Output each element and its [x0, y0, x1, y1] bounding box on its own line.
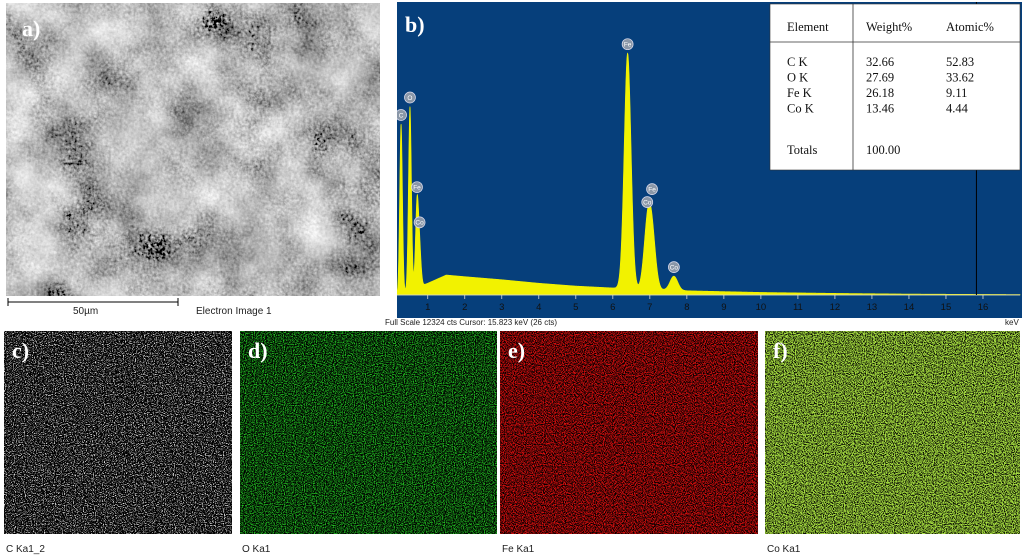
x-tick-label: 15 — [941, 302, 952, 313]
x-tick-label: 8 — [684, 302, 689, 313]
x-tick-label: 14 — [904, 302, 915, 313]
x-tick-label: 11 — [793, 302, 803, 313]
element-map — [765, 331, 1020, 534]
peak-label: Fe — [624, 41, 632, 48]
map-caption: C Ka1_2 — [6, 544, 45, 555]
spectrum-area — [397, 52, 1021, 296]
table-cell: 4.44 — [946, 102, 969, 116]
x-tick-label: 1 — [425, 302, 430, 313]
table-cell: C K — [787, 55, 808, 69]
x-tick-label: 10 — [756, 302, 767, 313]
x-tick-label: 4 — [536, 302, 541, 313]
peak-marker — [668, 261, 680, 274]
x-tick-label: 9 — [721, 302, 726, 313]
element-maps: c) C Ka1_2 d) O Ka1 e) Fe Ka1 f) Co Ka1 — [4, 331, 1020, 555]
x-tick-label: 13 — [867, 302, 878, 313]
x-tick-label: 2 — [462, 302, 467, 313]
panel-label: d) — [248, 338, 268, 363]
table-cell: 33.62 — [946, 71, 974, 85]
image-caption: Electron Image 1 — [196, 306, 272, 317]
peak-marker — [641, 196, 654, 208]
x-unit: keV — [1005, 318, 1019, 327]
peak-label: Fe — [413, 184, 421, 191]
table-cell: 52.83 — [946, 55, 974, 69]
panel-label: b) — [405, 12, 425, 37]
table-cell: 13.46 — [866, 102, 894, 116]
table-total: 100.00 — [866, 143, 900, 157]
x-tick-label: 6 — [610, 302, 615, 313]
table-cell: Fe K — [787, 86, 812, 100]
panel-label: a) — [22, 16, 40, 41]
table-header: Element — [787, 20, 829, 34]
table-cell: 26.18 — [866, 86, 894, 100]
element-map — [4, 331, 232, 534]
x-tick-label: 3 — [499, 302, 504, 313]
peak-label: Co — [670, 264, 679, 271]
peak-label: Co — [415, 220, 424, 227]
x-tick-label: 12 — [830, 302, 841, 313]
peak-label: Co — [643, 199, 652, 206]
element-map — [500, 331, 758, 534]
peak-marker — [646, 183, 658, 195]
spectrum-footer: Full Scale 12324 cts Cursor: 15.823 keV … — [385, 318, 557, 327]
scale-bar-label: 50µm — [73, 306, 98, 317]
x-tick-label: 7 — [647, 302, 652, 313]
peak-marker — [404, 91, 416, 104]
table-total: Totals — [787, 143, 818, 157]
table-cell: 32.66 — [866, 55, 894, 69]
table-cell: 9.11 — [946, 86, 967, 100]
table-cell: O K — [787, 71, 808, 85]
map-caption: Co Ka1 — [767, 544, 801, 555]
map-caption: Fe Ka1 — [502, 544, 535, 555]
peak-marker — [621, 38, 634, 51]
map-caption: O Ka1 — [242, 544, 271, 555]
x-tick-label: 5 — [573, 302, 578, 313]
peak-marker — [411, 181, 423, 194]
peak-label: O — [407, 95, 412, 102]
panel-label: c) — [12, 338, 29, 363]
table-cells: Element Weight% Atomic% C K 32.66 52.83 O K 27.… — [787, 20, 994, 157]
table-cell: Co K — [787, 102, 814, 116]
composition-table — [769, 3, 1021, 171]
peak-label: C — [399, 112, 404, 119]
panel-label: f) — [773, 338, 788, 363]
table-header: Weight% — [866, 20, 912, 34]
table-header: Atomic% — [946, 20, 994, 34]
peak-marker — [397, 109, 407, 121]
peak-marker — [413, 216, 426, 229]
peak-label: Fe — [648, 186, 656, 193]
sem-image — [6, 3, 380, 296]
x-tick-label: 16 — [978, 302, 989, 313]
table-cell: 27.69 — [866, 71, 894, 85]
element-map — [240, 331, 497, 534]
panel-label: e) — [508, 338, 525, 363]
